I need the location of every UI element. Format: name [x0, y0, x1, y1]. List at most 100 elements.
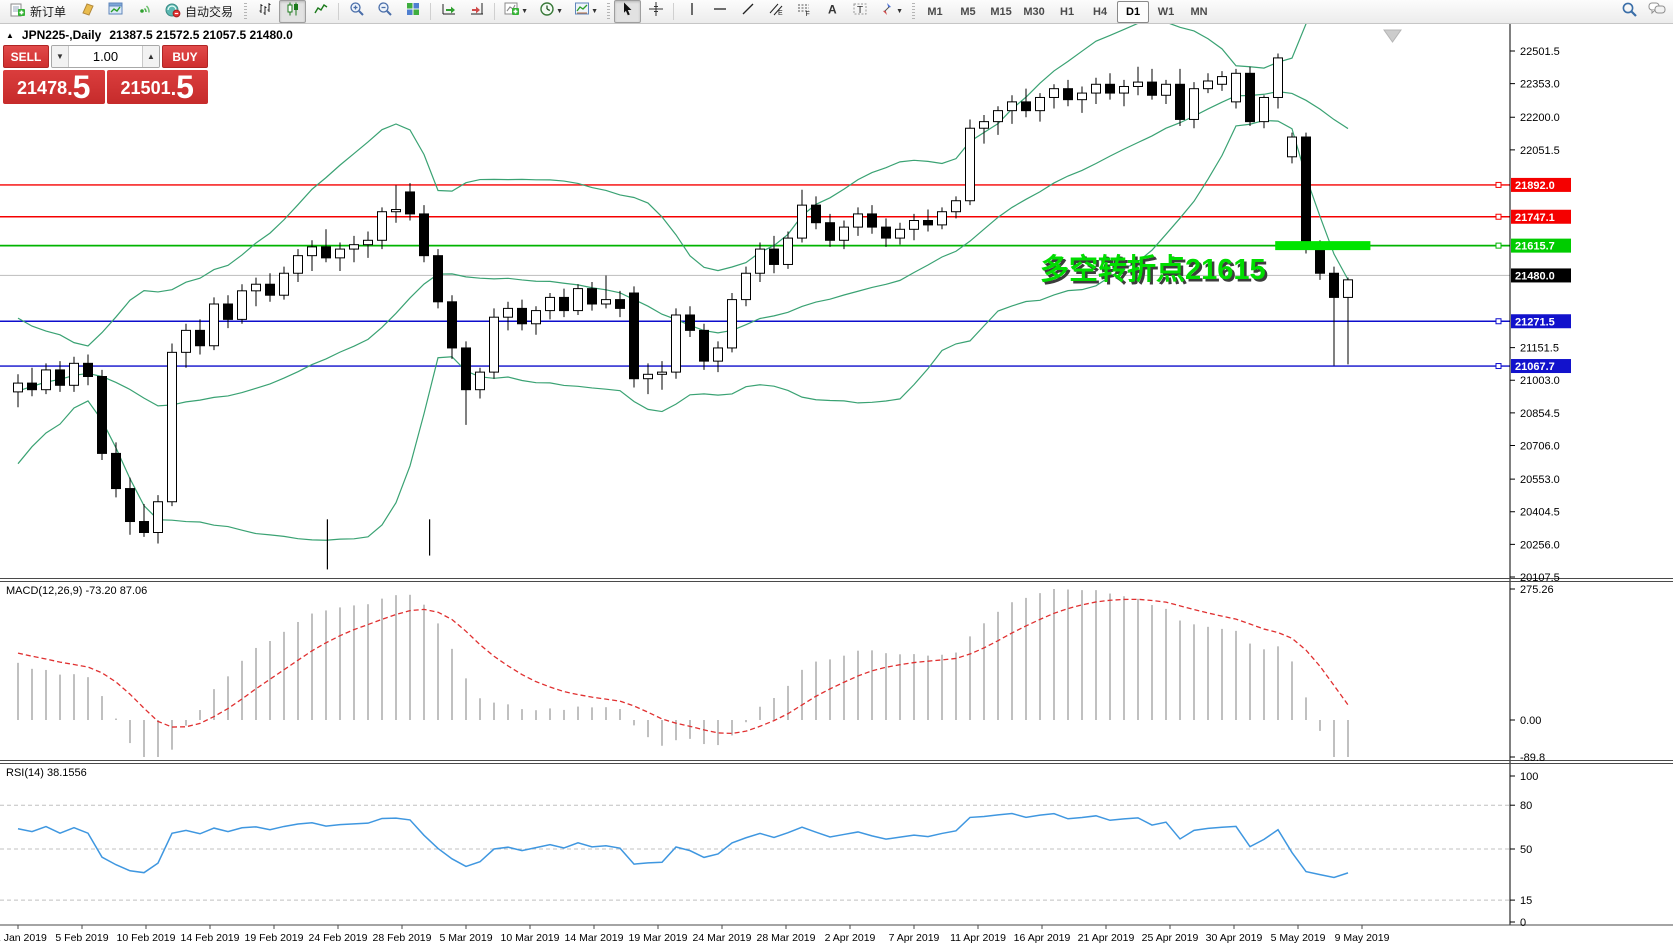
date-label: 24 Feb 2019: [309, 932, 368, 944]
trendline-icon: [740, 1, 756, 22]
fibonacci-icon: F: [796, 1, 812, 22]
zoom-out-button[interactable]: [371, 0, 398, 23]
trendline-button[interactable]: [734, 0, 761, 23]
cursor-icon: [620, 1, 636, 22]
horizontal-line-icon: [712, 1, 728, 22]
price-tick: 22353.0: [1520, 79, 1560, 91]
volume-input[interactable]: [69, 46, 142, 67]
chat-icon: [1648, 1, 1666, 22]
date-label: 31 Jan 2019: [0, 932, 47, 944]
volume-down-button[interactable]: ▼: [52, 46, 69, 67]
date-label: 30 Apr 2019: [1206, 932, 1263, 944]
price-badge: 21747.1: [1515, 212, 1555, 224]
periods-icon: [539, 1, 555, 22]
periods-button[interactable]: ▼: [534, 0, 568, 23]
chevron-down-icon: ▼: [896, 8, 903, 15]
rsi-tick: 50: [1520, 844, 1532, 856]
price-tick: 21151.5: [1520, 343, 1559, 355]
indicators-button[interactable]: ▼: [499, 0, 533, 23]
timeframe-button-m15[interactable]: M15: [990, 5, 1012, 18]
chat-button[interactable]: [1643, 0, 1670, 23]
new-order-label: 新订单: [30, 5, 67, 19]
line-chart-icon: [313, 1, 329, 22]
chart-window-button[interactable]: [102, 0, 129, 23]
toolbar-grip: [912, 3, 916, 20]
date-label: 5 May 2019: [1271, 932, 1326, 944]
timeframe-button-m1[interactable]: M1: [927, 5, 943, 18]
auto-trading-icon: [165, 2, 181, 21]
one-click-trade-panel: SELL ▼ ▲ BUY 21478.5 21501.5: [3, 45, 208, 104]
candlestick-chart-button[interactable]: [279, 0, 307, 23]
date-label: 21 Apr 2019: [1078, 932, 1135, 944]
price-tick: 20107.5: [1520, 572, 1560, 584]
market-watch-icon: [80, 1, 96, 22]
chart-shift-button[interactable]: [463, 0, 490, 23]
date-label: 10 Feb 2019: [117, 932, 176, 944]
symbol-period-label: JPN225-,Daily: [21, 28, 102, 42]
tile-windows-button[interactable]: [399, 0, 426, 23]
sell-price-main: 21478: [17, 78, 68, 98]
search-button[interactable]: [1616, 0, 1643, 23]
pivot-highlight-bar[interactable]: [1275, 241, 1371, 251]
timeframe-button-d1[interactable]: D1: [1117, 0, 1150, 23]
toolbar: 新订单 自动交易 ▼ ▼ ▼ E F A T ▼: [0, 0, 1673, 24]
buy-price[interactable]: 21501. 5: [106, 70, 208, 104]
crosshair-button[interactable]: [642, 0, 669, 23]
chart-shift-marker[interactable]: [1383, 29, 1402, 43]
zoom-in-button[interactable]: [343, 0, 370, 23]
date-label: 9 May 2019: [1335, 932, 1390, 944]
timeframe-button-w1[interactable]: W1: [1157, 5, 1175, 18]
fibonacci-button[interactable]: F: [790, 0, 817, 23]
cursor-button[interactable]: [614, 0, 642, 23]
label-icon: T: [852, 1, 868, 22]
collapse-ohlc-toggle[interactable]: ▲: [6, 30, 14, 40]
templates-button[interactable]: ▼: [569, 0, 603, 23]
price-tick: 20404.5: [1520, 507, 1560, 519]
date-label: 28 Feb 2019: [373, 932, 432, 944]
timeframe-button-mn[interactable]: MN: [1190, 5, 1208, 18]
auto-scroll-button[interactable]: [435, 0, 462, 23]
sell-button[interactable]: SELL: [3, 45, 49, 68]
vertical-line-button[interactable]: [678, 0, 705, 23]
buy-button[interactable]: BUY: [162, 45, 208, 68]
chevron-down-icon: ▼: [591, 8, 598, 15]
date-label: 16 Apr 2019: [1014, 932, 1071, 944]
timeframe-button-h1[interactable]: H1: [1060, 5, 1075, 18]
new-order-button[interactable]: 新订单: [3, 0, 73, 23]
rsi-tick: 0: [1520, 917, 1526, 929]
indicators-icon: [504, 1, 520, 22]
auto-trading-button[interactable]: 自动交易: [158, 0, 240, 23]
channel-button[interactable]: E: [762, 0, 789, 23]
chevron-down-icon: ▼: [521, 8, 528, 15]
candlestick-chart-icon: [285, 1, 301, 22]
timeframe-button-h4[interactable]: H4: [1093, 5, 1108, 18]
label-button[interactable]: T: [846, 0, 873, 23]
arrows-button[interactable]: ▼: [874, 0, 908, 23]
sell-price[interactable]: 21478. 5: [3, 70, 105, 104]
bar-chart-button[interactable]: [251, 0, 278, 23]
line-chart-button[interactable]: [307, 0, 334, 23]
rsi-tick: 15: [1520, 895, 1532, 907]
price-badge: 21271.5: [1515, 316, 1555, 328]
signals-button[interactable]: [130, 0, 157, 23]
price-badge: 21067.7: [1515, 361, 1555, 373]
text-icon: A: [824, 1, 840, 22]
timeframe-button-m5[interactable]: M5: [960, 5, 976, 18]
timeframe-button-m30[interactable]: M30: [1023, 5, 1045, 18]
date-label: 5 Mar 2019: [439, 932, 492, 944]
market-watch-button[interactable]: [74, 0, 101, 23]
price-tick: 22501.5: [1520, 46, 1560, 58]
toolbar-separator: [494, 3, 496, 20]
pivot-annotation[interactable]: 多空转折点21615: [1040, 252, 1266, 286]
date-label: 11 Apr 2019: [950, 932, 1006, 944]
volume-up-button[interactable]: ▲: [142, 46, 159, 67]
sell-price-dot: .: [67, 78, 73, 100]
date-label: 7 Apr 2019: [889, 932, 940, 944]
toolbar-grip: [607, 3, 611, 20]
text-button[interactable]: A: [818, 0, 845, 23]
chart-frame: [0, 24, 1673, 926]
horizontal-line-button[interactable]: [706, 0, 733, 23]
